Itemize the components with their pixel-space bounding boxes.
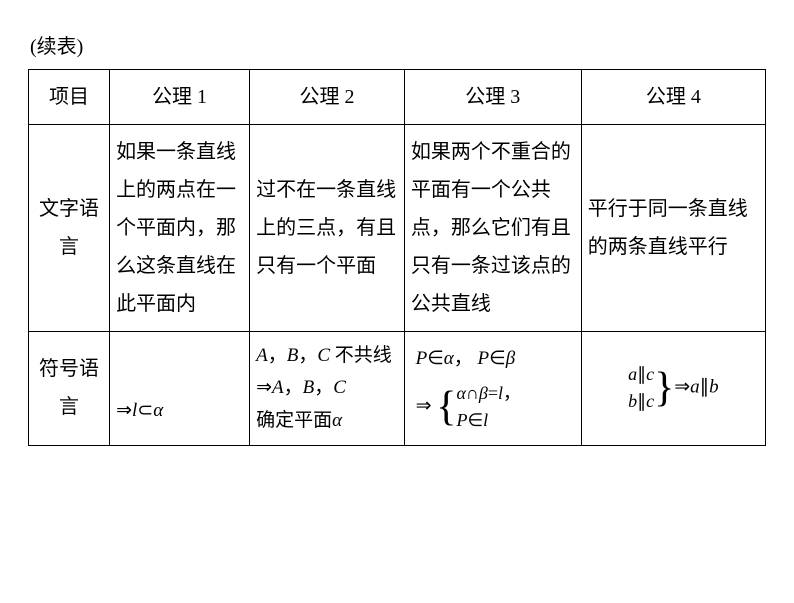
row-label-text: 文字语言 (29, 125, 110, 332)
symbol-axiom2: A，B，C 不共线 ⇒A，B，C 确定平面α (250, 332, 405, 446)
symbol-axiom4: a∥c b∥c } ⇒a∥b (581, 332, 765, 446)
header-axiom2: 公理 2 (250, 70, 405, 125)
header-row: 项目 公理 1 公理 2 公理 3 公理 4 (29, 70, 766, 125)
header-axiom1: 公理 1 (110, 70, 250, 125)
text-axiom2: 过不在一条直线上的三点，有且只有一个平面 (250, 125, 405, 332)
text-language-row: 文字语言 如果一条直线上的两点在一个平面内，那么这条直线在此平面内 过不在一条直… (29, 125, 766, 332)
header-item: 项目 (29, 70, 110, 125)
symbol-axiom1: ⇒l⊂α (110, 332, 250, 446)
text-axiom4: 平行于同一条直线的两条直线平行 (581, 125, 765, 332)
axioms-table: 项目 公理 1 公理 2 公理 3 公理 4 文字语言 如果一条直线上的两点在一… (28, 69, 766, 446)
table-caption: (续表) (30, 30, 766, 59)
header-axiom4: 公理 4 (581, 70, 765, 125)
text-axiom3: 如果两个不重合的平面有一个公共点，那么它们有且只有一条过该点的公共直线 (404, 125, 581, 332)
header-axiom3: 公理 3 (404, 70, 581, 125)
symbol-axiom3: P∈α， P∈β ⇒ { α∩β=l， P∈l (404, 332, 581, 446)
text-axiom1: 如果一条直线上的两点在一个平面内，那么这条直线在此平面内 (110, 125, 250, 332)
symbol-language-row: 符号语言 ⇒l⊂α A，B，C 不共线 ⇒A，B，C 确定平面α P∈α， P∈… (29, 332, 766, 446)
row-label-symbol: 符号语言 (29, 332, 110, 446)
